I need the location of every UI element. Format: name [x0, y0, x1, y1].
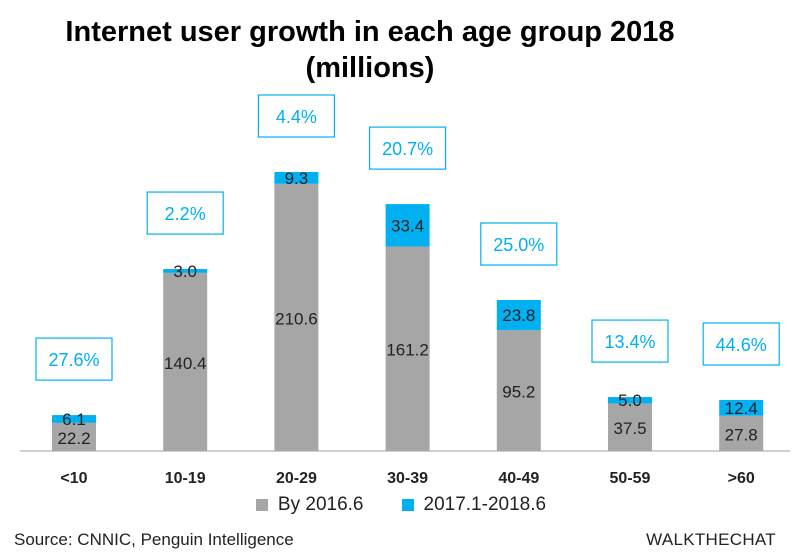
data-label-growth-2: 9.3: [285, 169, 309, 188]
data-label-growth-5: 5.0: [618, 391, 642, 410]
bar-base-5: [608, 403, 652, 451]
data-label-base-1: 140.4: [164, 354, 207, 373]
growth-label-2: 4.4%: [276, 107, 317, 127]
bar-base-6: [719, 415, 764, 451]
growth-label-5: 13.4%: [604, 332, 655, 352]
bar-growth-0: [52, 415, 96, 423]
legend-label-growth: 2017.1-2018.6: [423, 494, 547, 515]
growth-label-1: 2.2%: [165, 204, 206, 224]
legend-item-growth: 2017.1-2018.6: [401, 494, 547, 516]
data-label-growth-1: 3.0: [173, 262, 197, 281]
x-tick-label-6: >60: [728, 470, 755, 487]
bar-base-3: [385, 246, 430, 451]
data-label-base-2: 210.6: [275, 309, 318, 328]
stacked-bar-chart: 22.26.1 27.6% <10 140.4 3.0 2.2% 10-19 210.6 9.3…: [20, 94, 790, 487]
source-note: Source: CNNIC, Penguin Intelligence: [14, 530, 294, 549]
growth-box-2: [257, 94, 335, 138]
data-label-base-6: 27.8: [725, 425, 758, 444]
data-label-base-0: 22.2: [57, 429, 90, 448]
bar-base-0: [52, 422, 96, 451]
data-label-growth-6: 12.4: [725, 399, 758, 418]
x-tick-label-0: <10: [60, 470, 87, 487]
data-label-base-3: 161.2: [386, 341, 429, 360]
growth-box-6: [702, 322, 780, 366]
growth-label-6: 44.6%: [716, 335, 767, 355]
growth-box-5: [591, 319, 669, 363]
x-tick-label-5: 50-59: [610, 470, 651, 487]
chart-subtitle: (millions): [305, 52, 435, 84]
legend: By 2016.6 2017.1-2018.6: [0, 494, 802, 516]
growth-box-0: [35, 337, 113, 381]
growth-box-1: [146, 191, 224, 235]
bar-base-4: [496, 330, 541, 451]
bar-growth-3: [385, 204, 430, 247]
x-tick-label-4: 40-49: [498, 470, 539, 487]
bar-growth-2: [274, 172, 319, 184]
growth-box-3: [369, 126, 447, 170]
bar-growth-5: [608, 397, 652, 404]
legend-item-base: By 2016.6: [255, 494, 364, 516]
growth-box-4: [480, 222, 558, 266]
growth-label-0: 27.6%: [48, 350, 99, 370]
x-tick-label-3: 30-39: [387, 470, 428, 487]
bar-base-1: [163, 272, 208, 451]
chart-title: Internet user growth in each age group 2…: [65, 16, 675, 48]
legend-label-base: By 2016.6: [277, 494, 364, 515]
data-label-base-5: 37.5: [613, 419, 646, 438]
growth-label-3: 20.7%: [382, 139, 433, 159]
brand-label: WALKTHECHAT: [646, 530, 776, 549]
data-label-base-4: 95.2: [502, 383, 535, 402]
growth-label-4: 25.0%: [493, 235, 544, 255]
x-tick-label-1: 10-19: [165, 470, 206, 487]
data-label-growth-3: 33.4: [391, 216, 424, 235]
legend-swatch-base: [255, 499, 268, 511]
data-label-growth-0: 6.1: [62, 410, 86, 429]
bar-growth-6: [719, 399, 764, 416]
x-tick-label-2: 20-29: [276, 470, 317, 487]
bar-base-2: [274, 183, 319, 452]
bar-growth-4: [496, 300, 541, 331]
bar-growth-1: [163, 269, 208, 273]
legend-swatch-growth: [401, 499, 414, 511]
data-label-growth-4: 23.8: [502, 306, 535, 325]
